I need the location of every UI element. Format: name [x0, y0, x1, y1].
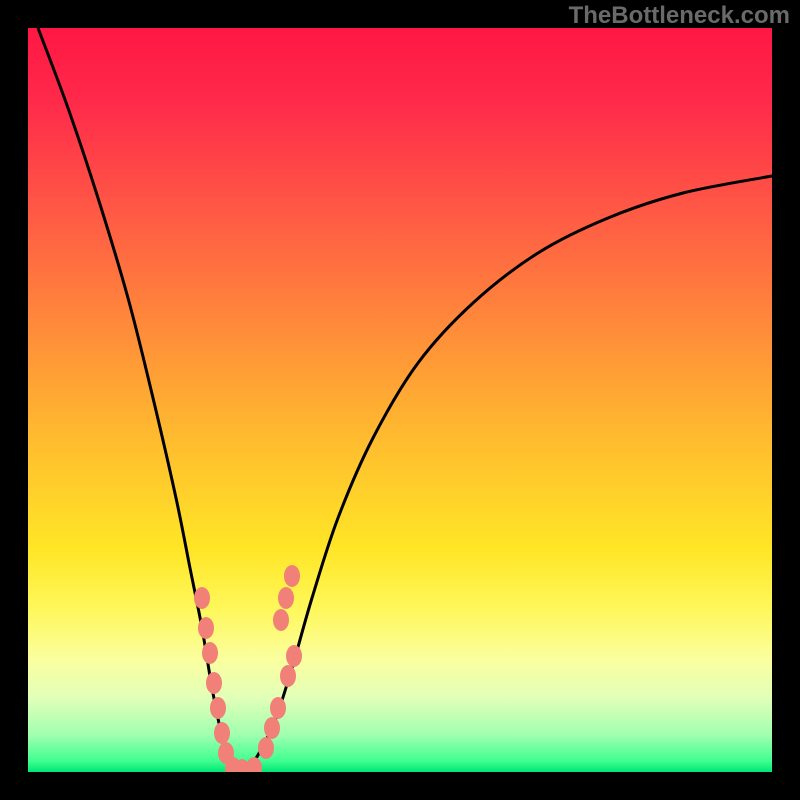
plot-area — [28, 28, 772, 772]
scatter-point — [258, 737, 274, 759]
scatter-point — [273, 609, 289, 631]
chart-container: TheBottleneck.com — [0, 0, 800, 800]
scatter-point — [284, 565, 300, 587]
scatter-point — [278, 587, 294, 609]
scatter-point — [270, 697, 286, 719]
scatter-point — [202, 642, 218, 664]
curve-layer — [28, 28, 772, 772]
scatter-point — [280, 665, 296, 687]
scatter-point — [264, 717, 280, 739]
scatter-point — [286, 645, 302, 667]
scatter-point — [214, 722, 230, 744]
bottleneck-curve-right — [238, 176, 772, 772]
scatter-point — [194, 587, 210, 609]
scatter-point — [206, 672, 222, 694]
scatter-point — [210, 697, 226, 719]
watermark-text: TheBottleneck.com — [569, 2, 790, 30]
scatter-point — [246, 757, 262, 772]
scatter-point — [198, 617, 214, 639]
